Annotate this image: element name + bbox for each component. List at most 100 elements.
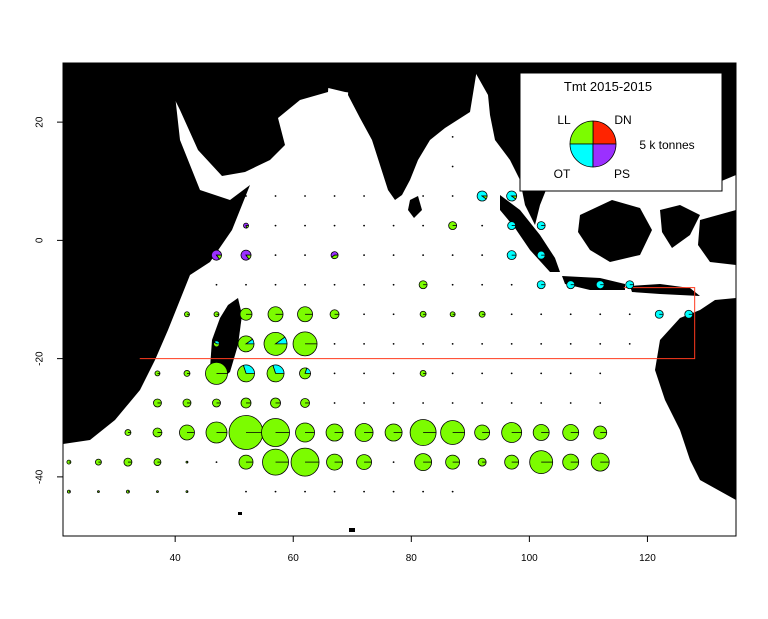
catch-dot [245, 490, 247, 493]
catch-dot [363, 342, 365, 345]
catch-pie [95, 458, 102, 466]
catch-dot [510, 372, 513, 375]
land-java [562, 276, 625, 290]
catch-dot [274, 224, 277, 227]
catch-pie [329, 309, 340, 320]
catch-dot [333, 283, 336, 286]
catch-dot [363, 254, 365, 257]
catch-pie [532, 424, 550, 441]
catch-dot [451, 490, 454, 493]
catch-pie [153, 398, 162, 408]
land-india [348, 63, 478, 200]
catch-pie [300, 398, 310, 408]
catch-pie [506, 250, 517, 261]
catch-pie [326, 453, 343, 471]
x-axis: 40 60 80 100 120 [170, 536, 656, 564]
catch-pie [266, 364, 285, 383]
small-catch-dots [156, 106, 631, 493]
catch-pie [262, 448, 289, 476]
catch-dot [333, 195, 336, 197]
pie-slice-ll [245, 225, 249, 229]
catch-dot [451, 165, 454, 168]
catch-dot [540, 342, 543, 345]
pie-slice-ll [237, 364, 255, 383]
x-tick-label: 120 [639, 553, 656, 564]
x-tick-label: 40 [170, 553, 182, 564]
catch-pie [182, 398, 192, 408]
catch-pie [356, 454, 372, 470]
catch-pie [290, 447, 320, 477]
catch-dot [392, 313, 395, 316]
legend-slice-dn [592, 120, 617, 145]
land-madagascar [210, 298, 242, 382]
catch-dot [363, 195, 365, 197]
catch-pie [185, 490, 189, 494]
catch-pie [684, 309, 694, 319]
catch-pie [419, 310, 427, 318]
catch-dot [510, 402, 513, 404]
catch-dot [363, 313, 365, 316]
catch-dot [392, 283, 395, 286]
catch-dot [540, 372, 543, 375]
catch-pie [243, 222, 249, 229]
catch-pie [123, 457, 133, 467]
catch-dot [569, 313, 572, 316]
catch-pie [154, 370, 161, 377]
catch-pie [536, 280, 546, 290]
catch-dot [451, 342, 454, 345]
land-africa [63, 63, 250, 444]
catch-pie [474, 424, 491, 441]
catch-pie [354, 423, 374, 442]
catch-dot [274, 283, 277, 286]
catch-pie [501, 422, 523, 443]
catch-pie [297, 306, 313, 323]
catch-pie [270, 397, 281, 409]
catch-pie [414, 453, 433, 471]
catch-dot [599, 342, 602, 345]
catch-pie [205, 421, 228, 444]
catch-pie [211, 249, 222, 261]
catch-pie [590, 452, 610, 472]
catch-dot [392, 490, 395, 493]
plot-frame [62, 62, 737, 537]
catch-pie [213, 311, 220, 318]
legend-label-ll: LL [557, 113, 571, 127]
legend-label-ot: OT [554, 167, 571, 181]
catch-dot [599, 402, 602, 404]
catch-dot [422, 490, 425, 493]
catch-dot [481, 372, 484, 375]
catch-pie [566, 280, 576, 290]
catch-dot [245, 283, 247, 286]
land-papua [698, 210, 736, 265]
catch-dot [451, 195, 454, 197]
catch-pie [179, 424, 195, 441]
catch-dot [333, 402, 336, 404]
catch-pie [507, 221, 517, 230]
catch-dot [540, 402, 543, 404]
legend: Tmt 2015-2015 LL DN OT PS 5 k tonnes [519, 72, 723, 192]
x-tick-label: 80 [406, 553, 418, 564]
catch-dot [392, 342, 395, 345]
catch-dot [392, 372, 395, 375]
catch-dot [422, 402, 425, 404]
catch-dot [628, 342, 631, 345]
catch-pie [237, 335, 255, 353]
catch-pie [299, 367, 311, 380]
catch-pie [67, 489, 71, 494]
catch-pie [536, 221, 546, 230]
catch-dot [304, 254, 306, 257]
catch-dot [422, 224, 425, 227]
y-tick-label: -20 [35, 351, 46, 366]
catch-dot [510, 342, 513, 345]
catch-dot [304, 490, 306, 493]
catch-dot [481, 254, 484, 257]
catch-dot [215, 283, 218, 286]
catch-dot [274, 254, 277, 257]
land-sulawesi [660, 205, 700, 248]
catch-pie [562, 453, 580, 471]
catch-dot [451, 136, 454, 138]
catch-dot [569, 372, 572, 375]
catch-pie [295, 422, 315, 443]
catch-dot [422, 254, 425, 257]
catch-pie [213, 340, 220, 348]
